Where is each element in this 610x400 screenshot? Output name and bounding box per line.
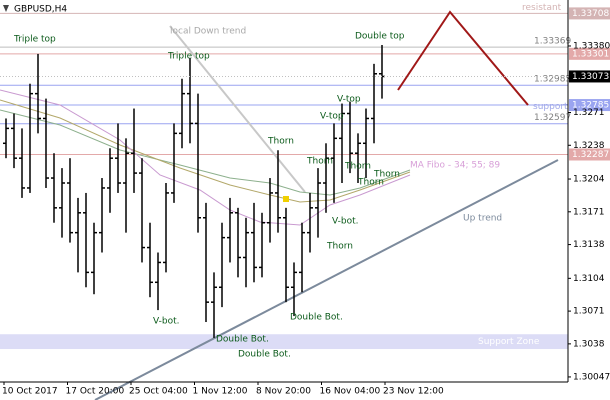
- annotation: Double Bot.: [216, 335, 269, 345]
- x-tick-label: 25 Oct 04:00: [129, 387, 188, 397]
- annotation: Double Bot.: [238, 350, 291, 360]
- annotation: Triple top: [13, 35, 56, 45]
- price-box: [569, 7, 610, 20]
- price-box-label: 1.32785: [572, 101, 609, 111]
- current-price-label: 1.33073: [572, 72, 609, 82]
- current-price-box: [569, 70, 610, 83]
- y-tick-label: 1.3204: [573, 175, 605, 185]
- level-label: 1.33369: [534, 37, 571, 47]
- annotation: MA Fibo - 34; 55; 89: [410, 161, 500, 171]
- down-trend-line: [169, 25, 306, 193]
- annotation: V-top: [320, 112, 344, 122]
- annotation: Thorn: [373, 170, 400, 180]
- x-tick-label: 23 Nov 12:00: [383, 387, 444, 397]
- y-tick-label: 1.3104: [573, 274, 605, 284]
- y-tick-label: 1.30047: [573, 372, 610, 382]
- y-tick-label: 1.3038: [573, 339, 605, 349]
- y-tick-label: 1.33380: [573, 41, 610, 51]
- price-box-label: 1.33708: [572, 9, 609, 19]
- annotation: V-bot.: [332, 217, 359, 227]
- y-tick-label: 1.3171: [573, 207, 605, 217]
- level-label: 1.30328: [340, 350, 377, 360]
- annotation: Thorn: [344, 162, 371, 172]
- annotation: Thorn: [306, 157, 333, 167]
- zone-layer: Support Zone 1.30477 1.30328: [0, 326, 568, 360]
- bars-layer: [3, 44, 385, 338]
- price-box: [569, 148, 610, 161]
- x-tick-label: 16 Nov 04:00: [320, 387, 381, 397]
- up-trend-line: [94, 159, 559, 400]
- price-box: [569, 47, 610, 60]
- price-box: [569, 99, 610, 112]
- annotation: local Down trend: [170, 27, 246, 37]
- annotation: Double top: [355, 32, 405, 42]
- annotation: V-bot.: [153, 317, 180, 327]
- annotation: Thorn: [326, 242, 353, 252]
- y-tick-label: 1.3071: [573, 307, 605, 317]
- price-box-label: 1.32287: [572, 150, 609, 160]
- level-label: 1.30477: [340, 326, 377, 336]
- support-zone: [0, 334, 568, 350]
- price-box-label: 1.33301: [572, 49, 609, 59]
- annotation: Double Bot.: [290, 313, 343, 323]
- y-tick-label: 1.3138: [573, 240, 605, 250]
- annotation: V-top: [337, 95, 361, 105]
- ma-line: [0, 109, 411, 196]
- projection-line: [397, 10, 529, 106]
- level-label: 1.32597: [534, 113, 571, 123]
- x-tick-label: 10 Oct 2017: [2, 387, 58, 397]
- zone-label: Support Zone: [478, 337, 540, 347]
- symbol-icon: [3, 5, 9, 12]
- y-tick-label: 1.3238: [573, 141, 605, 151]
- x-tick-label: 8 Nov 20:00: [256, 387, 311, 397]
- level-label: 1.32985: [534, 75, 571, 85]
- levels-layer: 1.33708resistant1.333691.333011.329851.3…: [0, 3, 610, 161]
- annotation: Thorn: [357, 178, 384, 188]
- ma-line: [0, 99, 411, 203]
- annotation: Triple top: [167, 52, 210, 62]
- chart-title: GBPUSD,H4: [14, 5, 67, 15]
- level-name: resistant: [522, 3, 562, 13]
- level-name: support: [533, 102, 568, 112]
- y-tick-label: 1.3271: [573, 108, 605, 118]
- x-tick-label: 1 Nov 12:00: [193, 387, 248, 397]
- marker: [283, 196, 289, 202]
- annotation: Up trend: [463, 214, 502, 224]
- x-tick-label: 17 Oct 20:00: [66, 387, 125, 397]
- annotation: Thorn: [267, 137, 294, 147]
